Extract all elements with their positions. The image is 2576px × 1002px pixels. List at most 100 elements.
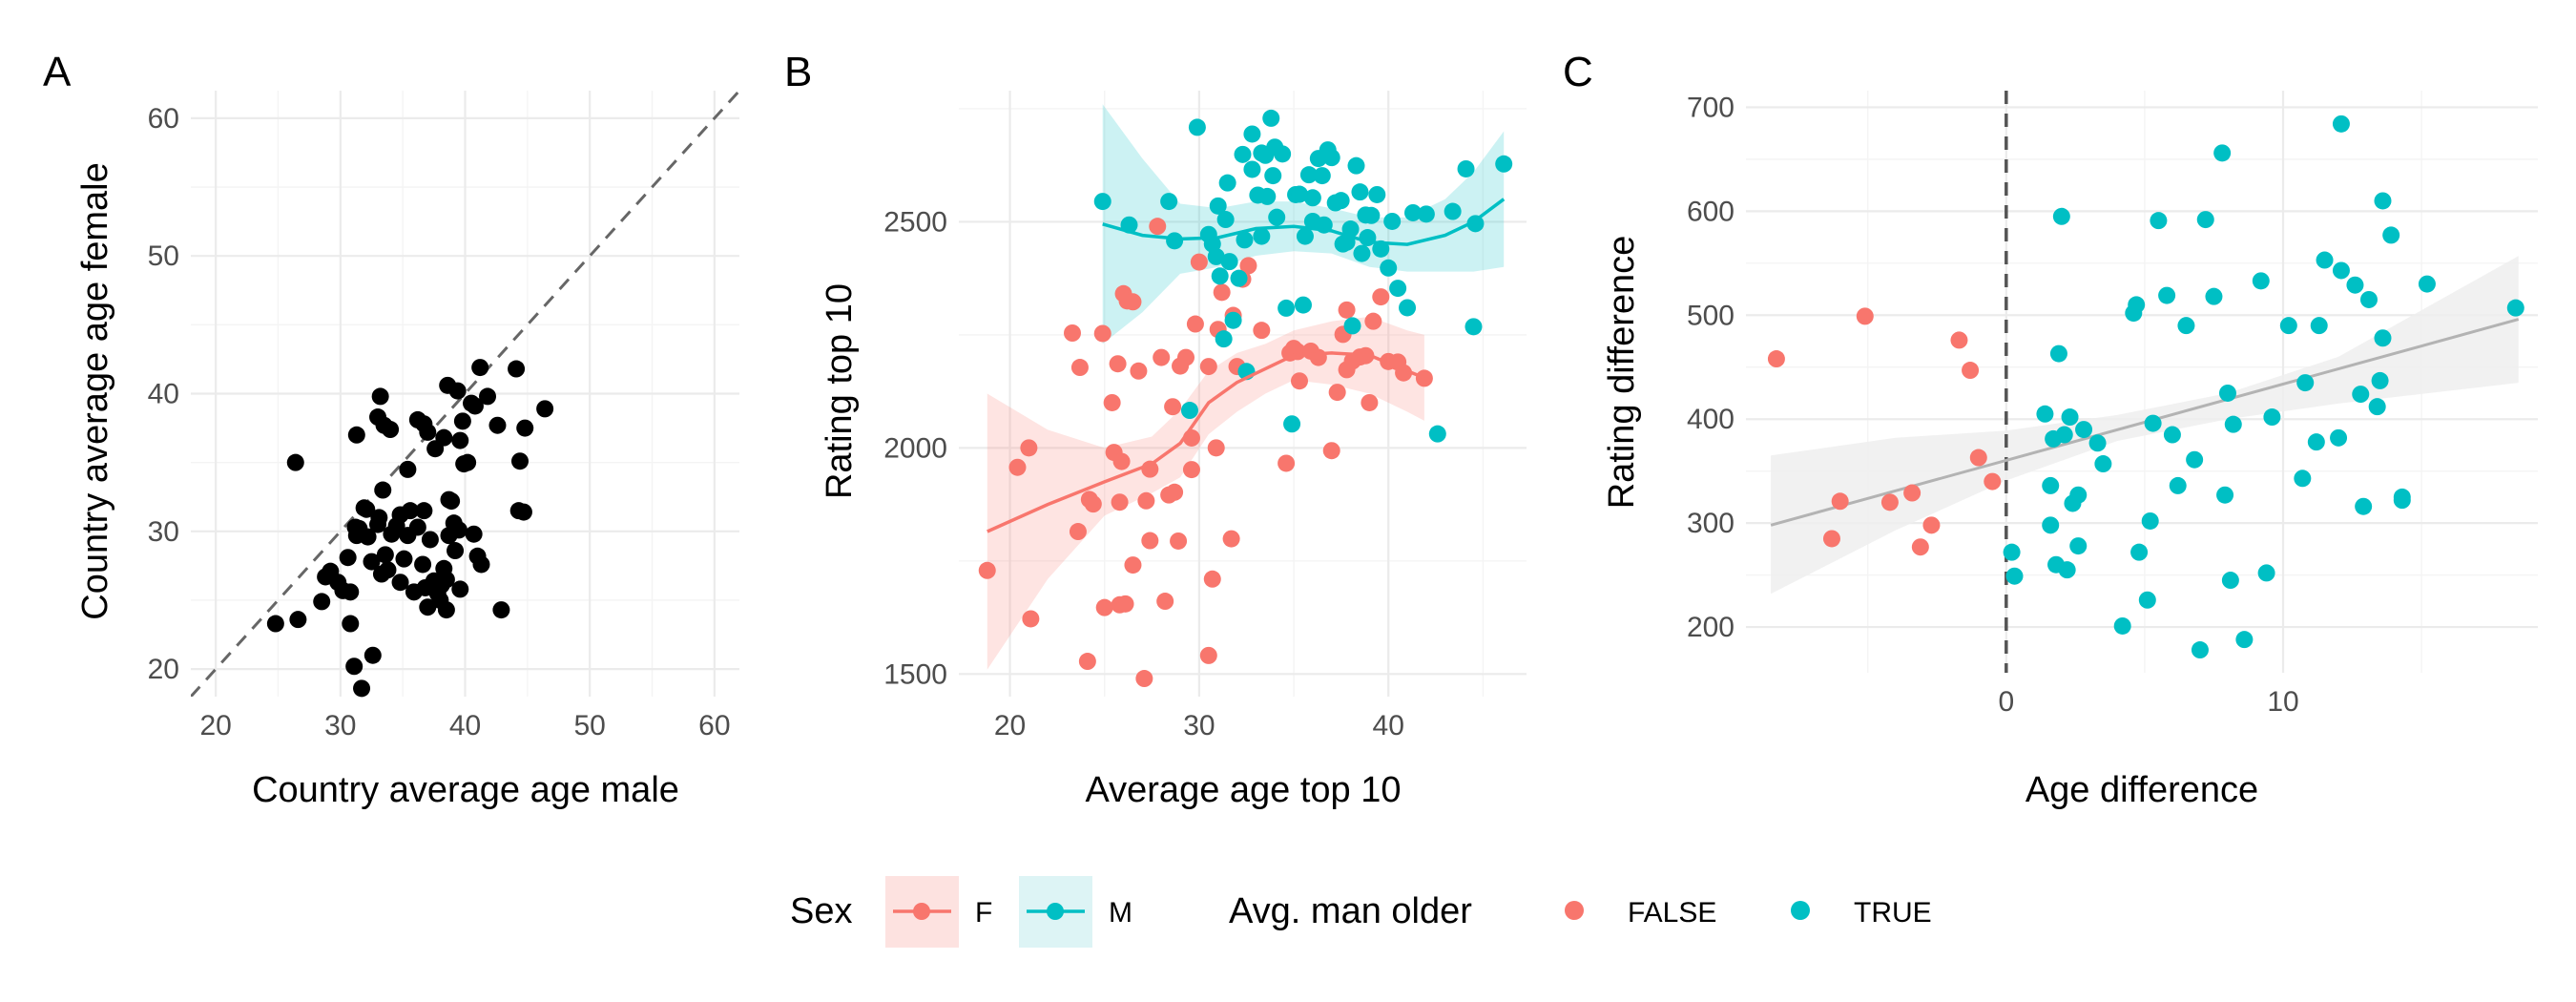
panel-c-y-tick-label: 300 [1687,508,1735,539]
panel-c-y-tick-label: 400 [1687,404,1735,435]
panel-b-series-f-point [1084,495,1102,513]
panel-c-series-true-point [2138,591,2156,609]
panel-b-series-m-point [1211,267,1229,285]
panel-a-point [472,555,490,574]
panel-b-series-m-point [1230,269,1248,287]
panel-b-series-m-point [1466,215,1485,233]
panel-c: C 0 10 200 300 400 500 600 700 Age difference R… [1563,49,2538,810]
panel-b-series-m-point [1160,193,1178,211]
panel-a-point [391,574,409,592]
panel-b-series-f-point [1109,355,1127,373]
panel-b-series-m-point [1457,159,1475,177]
panel-c-series-true-point [2368,398,2386,416]
panel-a-point [447,542,465,560]
panel-b-series-f-point [1111,493,1129,511]
panel-c-series-true-point [2005,567,2024,585]
panel-c-series-true-point [2310,317,2328,335]
panel-c-y-axis-title: Rating difference [1602,236,1642,510]
panel-b-series-f-point [1415,369,1433,387]
panel-b-series-m-point [1218,174,1236,192]
panel-c-series-true-point [2088,434,2107,452]
panel-c-series-true-point [2163,426,2181,444]
panel-c-series-true-point [2294,470,2312,488]
panel-c-series-true-point [2418,275,2436,293]
panel-c-series-false-point [1922,516,1941,534]
panel-a-point [342,583,360,601]
panel-a-point [408,410,426,428]
panel-a-point [358,500,376,518]
panel-a-point [346,518,364,536]
panel-c-series-true-point [2113,616,2131,635]
panel-a-point [426,440,445,458]
panel-a-point [439,376,457,394]
panel-c-series-true-point [2205,287,2223,305]
panel-a-point [421,531,439,549]
panel-c-series-true-point [2169,476,2187,494]
panel-b-series-m-point [1253,227,1271,245]
panel-a-point [391,506,409,524]
panel-b-series-f-point [1070,359,1089,377]
panel-b-series-m-point [1207,247,1225,265]
panel-c-series-false-point [1856,307,1874,325]
panel-a-point [313,593,331,611]
panel-c-series-true-point [2158,286,2176,304]
panel-a-y-tick-label: 50 [148,240,179,272]
panel-a-point [463,394,481,412]
panel-c-series-true-point [2069,486,2088,504]
panel-c-series-true-point [2141,511,2159,530]
panel-b-series-f-point [1093,324,1111,343]
panel-b-series-m-point [1417,205,1435,223]
panel-b-series-m-point [1465,318,1483,336]
panel-c-series-true-point [2221,572,2239,590]
panel-b-series-m-point [1303,189,1321,207]
panel-c-series-true-point [2307,433,2325,451]
panel-b-series-f-point [1141,532,1159,550]
panel-b-series-f-point [1135,670,1153,688]
panel-b-series-m-point [1389,280,1407,298]
panel-b-series-f-smooth-line [987,351,1425,533]
panel-a-point [395,550,413,568]
panel-a-point [369,408,387,427]
panel-b-series-m-point [1332,192,1350,210]
panel-a-point [508,360,526,378]
panel-a-point [449,521,467,539]
panel-a-point [374,481,392,499]
panel-a-point [514,503,532,521]
panel-c-series-false-point [1767,350,1785,368]
panel-a-y-tick-label: 60 [148,103,179,135]
panel-c-series-false-point [1831,492,1849,511]
panel-b-series-f-point [1328,384,1346,402]
panel-b-series-m-point [1383,212,1402,230]
panel-b-series-f-point [1253,322,1271,340]
panel-c-series-true-point [2352,386,2370,404]
panel-a-point [342,615,360,633]
panel-b-series-m-point [1209,197,1227,215]
panel-c-y-tick-label: 200 [1687,612,1735,643]
panel-b-series-f-point [1278,454,1296,472]
panel-b-y-tick-label: 2500 [883,206,947,238]
panel-b-series-f-point [1069,523,1087,541]
panel-c-x-tick-label: 10 [2267,686,2298,718]
panel-a-point [363,553,381,571]
panel-b-tag: B [784,49,812,95]
panel-b-series-f-point [1338,301,1356,319]
panel-a-x-tick-label: 30 [324,710,356,741]
panel-a-point [266,615,284,633]
panel-b-series-f-point [1177,348,1195,366]
legend-sex-title: Sex [790,891,852,931]
legend-key-older-false [1565,901,1584,920]
panel-c-series-false-point [1822,530,1840,548]
panel-b-series-m-point [1380,259,1398,277]
panel-c-series-true-point [2177,317,2195,335]
panel-a-point [437,601,455,619]
panel-c-series-false-point [1950,331,1968,349]
panel-c-series-true-point [2224,415,2242,433]
panel-c-series-true-point [2042,476,2060,494]
panel-a-point [451,580,469,598]
panel-a-point [414,555,432,574]
panel-c-series-true-point [2332,115,2350,133]
panel-a-point [437,571,455,589]
panel-b-series-f-point [1112,452,1131,470]
panel-b-series-m-point [1353,244,1371,262]
panel-c-series-true-point [2128,296,2146,314]
